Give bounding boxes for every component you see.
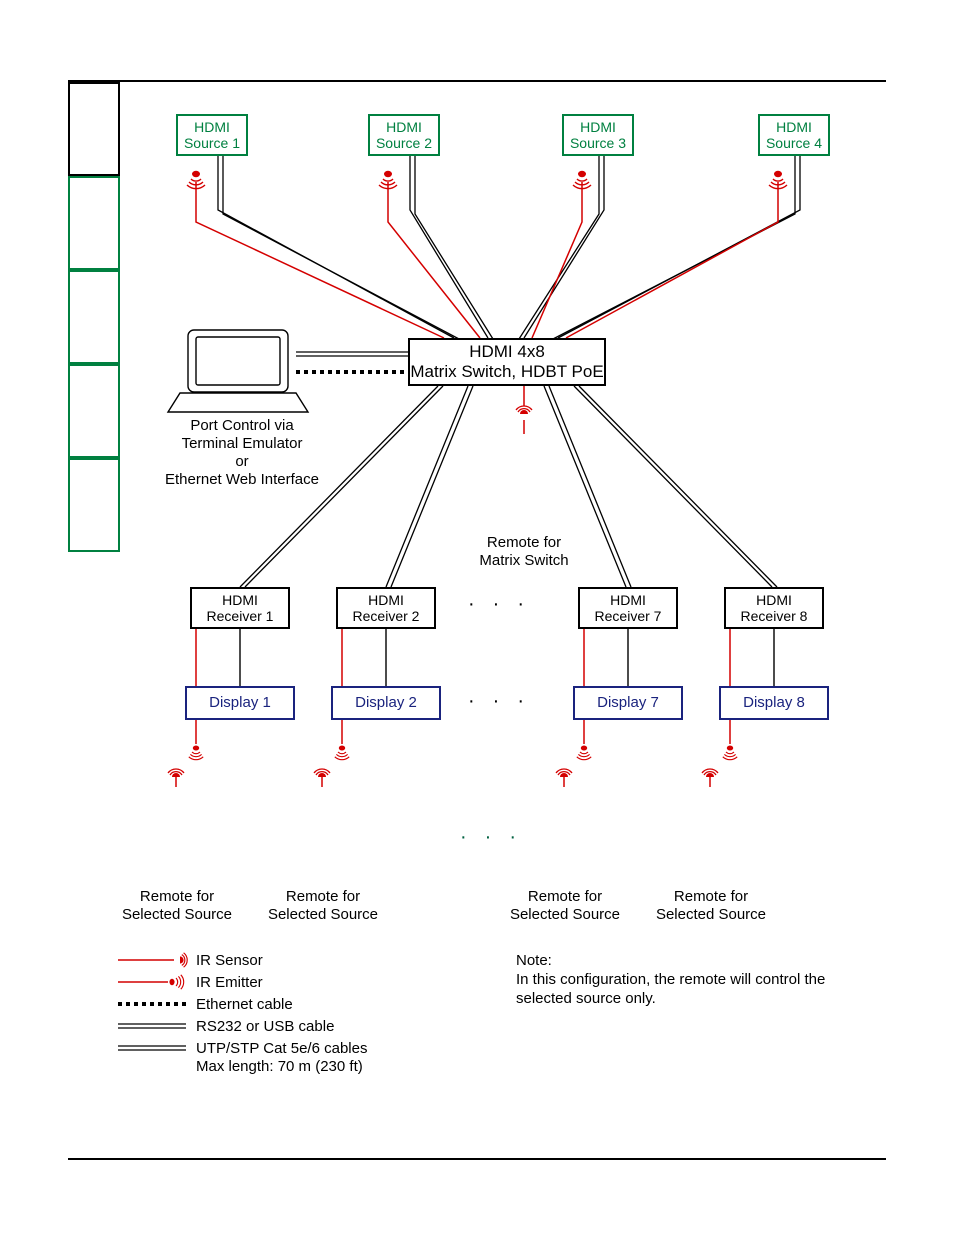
- hdmi-receiver-7-line1: HDMI: [610, 592, 646, 608]
- matrix-remote-ir: [516, 406, 532, 434]
- hdmi-receiver-8: HDMI Receiver 8: [724, 587, 824, 629]
- hdmi-receiver-2: HDMI Receiver 2: [336, 587, 436, 629]
- matrix-switch-line1: HDMI 4x8: [469, 342, 545, 362]
- matrix-switch-box: HDMI 4x8 Matrix Switch, HDBT PoE: [408, 338, 606, 386]
- hdmi-source-cables: [218, 156, 800, 339]
- hdmi-source-1: HDMI Source 1: [176, 114, 248, 156]
- hdmi-receiver-1-line1: HDMI: [222, 592, 258, 608]
- hdmi-source-3-line1: HDMI: [580, 119, 616, 135]
- matrix-remote-label: Remote forMatrix Switch: [464, 534, 584, 570]
- laptop-label: Port Control viaTerminal EmulatororEther…: [142, 417, 342, 489]
- hdmi-source-4-line1: HDMI: [776, 119, 812, 135]
- hdmi-receiver-8-line2: Receiver 8: [741, 608, 808, 624]
- source-remote-label-2: Remote forSelected Source: [250, 888, 396, 924]
- laptop-icon: [168, 330, 308, 412]
- legend-utp-2: Max length: 70 m (230 ft): [196, 1058, 363, 1076]
- hdmi-receiver-2-line2: Receiver 2: [353, 608, 420, 624]
- source-remote-label-7: Remote forSelected Source: [492, 888, 638, 924]
- hdmi-source-2: HDMI Source 2: [368, 114, 440, 156]
- source-ir-emitters: [187, 171, 787, 189]
- note-body: In this configuration, the remote will c…: [516, 971, 836, 1009]
- hdmi-receiver-7-line2: Receiver 7: [595, 608, 662, 624]
- hdmi-source-3: HDMI Source 3: [562, 114, 634, 156]
- note-heading: Note:: [516, 952, 836, 971]
- hdmi-receiver-7: HDMI Receiver 7: [578, 587, 678, 629]
- rx-ir-emitters: [189, 745, 737, 759]
- hdmi-receiver-2-line1: HDMI: [368, 592, 404, 608]
- source-remote-label-1: Remote forSelected Source: [104, 888, 250, 924]
- note-block: Note: In this configuration, the remote …: [516, 952, 836, 1008]
- laptop-links: [296, 352, 408, 372]
- display-2: Display 2: [331, 686, 441, 720]
- display-8: Display 8: [719, 686, 829, 720]
- legend-ethernet: Ethernet cable: [196, 996, 293, 1014]
- ellipsis-displays: ···: [468, 690, 542, 713]
- legend-rs232: RS232 or USB cable: [196, 1018, 334, 1036]
- ir-to-sources: [196, 182, 778, 338]
- hdmi-receiver-1-line2: Receiver 1: [207, 608, 274, 624]
- hdmi-source-1-line2: Source 1: [184, 135, 240, 151]
- hdmi-receiver-8-line1: HDMI: [756, 592, 792, 608]
- diagram-page: HDMI Source 1 HDMI Source 2 HDMI Source …: [68, 80, 886, 1160]
- hdmi-source-4: HDMI Source 4: [758, 114, 830, 156]
- hdmi-source-2-line1: HDMI: [386, 119, 422, 135]
- legend-utp-1: UTP/STP Cat 5e/6 cables: [196, 1040, 367, 1058]
- hdmi-source-2-line2: Source 2: [376, 135, 432, 151]
- legend-ir-emitter: IR Emitter: [196, 974, 263, 992]
- source-remote-label-8: Remote forSelected Source: [638, 888, 784, 924]
- ellipsis-receivers: ···: [468, 593, 542, 616]
- rx-to-display: [240, 629, 774, 686]
- display-1: Display 1: [185, 686, 295, 720]
- legend-ir-sensor: IR Sensor: [196, 952, 263, 970]
- matrix-switch-line2: Matrix Switch, HDBT PoE: [410, 362, 603, 382]
- legend-lines: [118, 953, 187, 1050]
- hdmi-source-3-line2: Source 3: [570, 135, 626, 151]
- hdmi-receiver-1: HDMI Receiver 1: [190, 587, 290, 629]
- remote-ir-sensors: [168, 769, 718, 777]
- hdmi-source-1-line1: HDMI: [194, 119, 230, 135]
- display-7: Display 7: [573, 686, 683, 720]
- hdmi-source-4-line2: Source 4: [766, 135, 822, 151]
- ellipsis-remotes: ···: [460, 826, 534, 849]
